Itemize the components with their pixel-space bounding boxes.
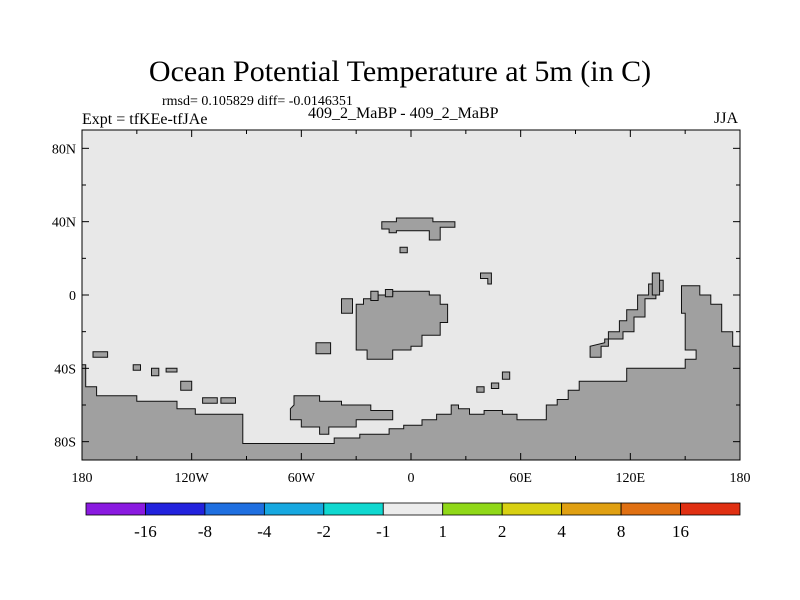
land-region-island-pacific-5 bbox=[180, 380, 193, 391]
x-tick-label: 120E bbox=[616, 471, 646, 486]
x-tick-label: 0 bbox=[408, 471, 415, 486]
colorbar-box bbox=[680, 502, 741, 516]
y-tick-label: 80N bbox=[52, 142, 76, 157]
land-region-islands-central-4 bbox=[490, 382, 500, 389]
land-region-island-pacific-2 bbox=[132, 364, 141, 371]
land-region-island-pacific-3 bbox=[151, 367, 160, 377]
chart-title: Ocean Potential Temperature at 5m (in C) bbox=[148, 55, 652, 88]
land-region-island-west-4 bbox=[384, 289, 394, 298]
land-region-island-north-small bbox=[399, 246, 408, 254]
colorbar-box bbox=[263, 502, 325, 516]
y-tick-label: 40S bbox=[54, 362, 76, 377]
land-region-island-west-2 bbox=[315, 342, 332, 355]
colorbar-box bbox=[442, 502, 503, 516]
colorbar-box bbox=[145, 502, 206, 516]
x-tick-label: 180 bbox=[730, 471, 751, 486]
colorbar-label: 4 bbox=[557, 522, 566, 541]
x-tick-label: 180 bbox=[72, 471, 93, 486]
x-tick-label: 60E bbox=[509, 471, 532, 486]
colorbar-box bbox=[382, 502, 444, 516]
colorbar-label: -2 bbox=[317, 522, 331, 541]
colorbar-box bbox=[501, 502, 563, 516]
land-region-small-east-2 bbox=[659, 279, 664, 292]
colorbar-label: -8 bbox=[198, 522, 212, 541]
land-region-islands-central-1 bbox=[480, 272, 492, 285]
y-tick-label: 0 bbox=[69, 289, 76, 304]
colorbar-label: 2 bbox=[498, 522, 507, 541]
land-region-island-pacific-6 bbox=[202, 397, 218, 404]
land-region-islands-central-3 bbox=[476, 386, 485, 393]
land-region-island-west-1 bbox=[341, 298, 353, 314]
y-tick-label: 80S bbox=[54, 436, 76, 451]
colorbar-label: -4 bbox=[257, 522, 272, 541]
land-region-maritime-chain bbox=[589, 283, 657, 358]
y-tick-label: 40N bbox=[52, 216, 76, 231]
case-text: 409_2_MaBP - 409_2_MaBP bbox=[308, 105, 499, 122]
colorbar-label: 8 bbox=[617, 522, 626, 541]
land-region-island-pacific-1 bbox=[92, 351, 109, 358]
x-tick-label: 120W bbox=[175, 471, 210, 486]
land-region-island-pacific-4 bbox=[165, 367, 178, 373]
land-region-island-pacific-7 bbox=[220, 397, 236, 404]
land-region-ocean-island-atlantic-south bbox=[289, 395, 394, 435]
stats-text: rmsd= 0.105829 diff= -0.0146351 bbox=[162, 94, 353, 109]
colorbar-box bbox=[561, 502, 622, 516]
colorbar-label: -16 bbox=[134, 522, 157, 541]
colorbar-box bbox=[323, 502, 384, 516]
colorbar-box bbox=[85, 502, 146, 516]
land-region-small-east-1 bbox=[651, 272, 661, 296]
x-tick-label: 60W bbox=[288, 471, 316, 486]
colorbar-box bbox=[620, 502, 681, 516]
experiment-text: Expt = tfKEe-tfJAe bbox=[82, 111, 208, 128]
colorbar-label: -1 bbox=[376, 522, 390, 541]
season-text: JJA bbox=[714, 110, 739, 127]
land-region-island-west-3 bbox=[370, 290, 379, 301]
land-region-south-america-antarctic-band bbox=[81, 285, 741, 461]
land-region-north-block bbox=[381, 217, 456, 241]
colorbar-label: 16 bbox=[672, 522, 689, 541]
colorbar-box bbox=[204, 502, 265, 516]
colorbar-label: 1 bbox=[438, 522, 447, 541]
land-region-islands-central-2 bbox=[501, 371, 511, 380]
